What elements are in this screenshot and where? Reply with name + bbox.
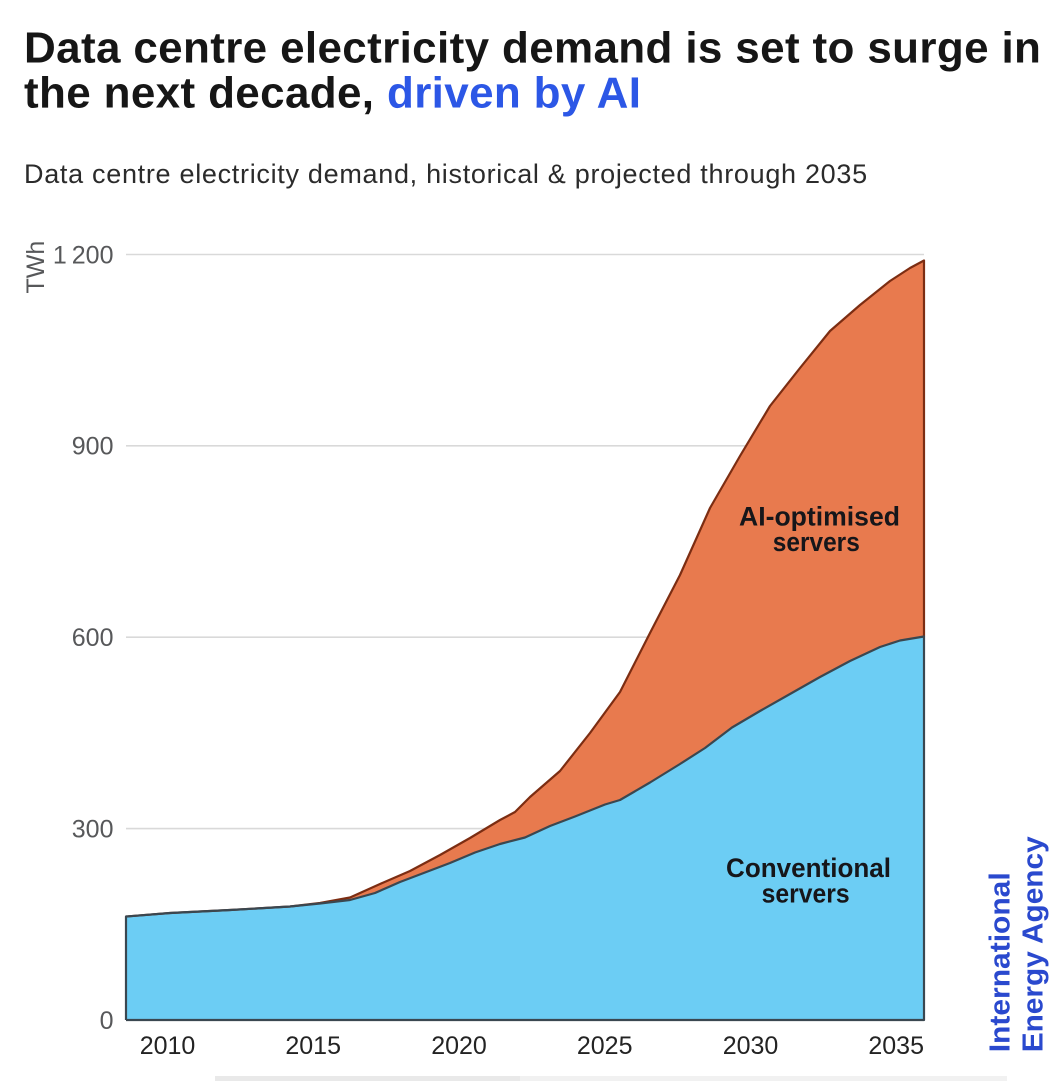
svg-text:AI-optimised: AI-optimised (739, 502, 900, 532)
svg-text:servers: servers (773, 527, 860, 557)
svg-text:2020: 2020 (431, 1032, 487, 1060)
svg-text:0: 0 (100, 1007, 114, 1035)
svg-text:TWh: TWh (22, 241, 50, 294)
svg-text:the next decade, driven by AI: the next decade, driven by AI (24, 69, 641, 118)
svg-text:2025: 2025 (577, 1032, 633, 1060)
svg-text:300: 300 (72, 815, 114, 843)
svg-text:600: 600 (72, 624, 114, 652)
svg-text:servers: servers (762, 879, 850, 909)
svg-text:900: 900 (72, 433, 114, 461)
svg-text:2030: 2030 (723, 1032, 779, 1060)
svg-text:Data centre electricity demand: Data centre electricity demand is set to… (24, 24, 1041, 73)
svg-text:International: International (984, 872, 1016, 1052)
svg-text:Data centre electricity demand: Data centre electricity demand, historic… (24, 159, 868, 189)
svg-text:Conventional: Conventional (726, 853, 891, 883)
svg-text:2010: 2010 (140, 1032, 196, 1060)
svg-text:2015: 2015 (285, 1032, 341, 1060)
svg-text:2035: 2035 (868, 1032, 924, 1060)
svg-text:Energy Agency: Energy Agency (1017, 836, 1049, 1052)
